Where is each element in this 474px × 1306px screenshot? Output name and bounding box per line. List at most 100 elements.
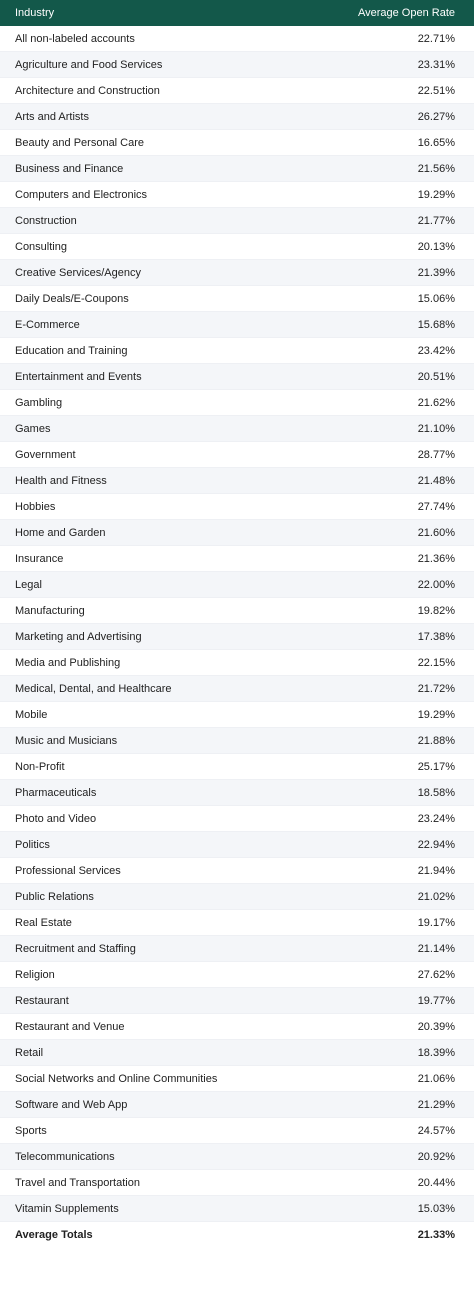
open-rate-cell: 21.77% (417, 214, 455, 227)
open-rate-cell: 23.31% (417, 58, 455, 71)
open-rate-cell: 21.29% (417, 1098, 455, 1111)
open-rate-cell: 17.38% (417, 630, 455, 643)
open-rate-cell: 15.68% (417, 318, 455, 331)
table-row: Manufacturing 19.82% (0, 598, 474, 624)
table-row: Software and Web App 21.29% (0, 1092, 474, 1118)
industry-cell: Insurance (15, 552, 64, 565)
industry-cell: Medical, Dental, and Healthcare (15, 682, 172, 695)
industry-cell: Vitamin Supplements (15, 1202, 119, 1215)
open-rate-cell: 21.39% (417, 266, 455, 279)
table-row: Telecommunications 20.92% (0, 1144, 474, 1170)
open-rate-cell: 18.39% (417, 1046, 455, 1059)
industry-cell: Agriculture and Food Services (15, 58, 163, 71)
industry-cell: Manufacturing (15, 604, 85, 617)
table-row: Hobbies 27.74% (0, 494, 474, 520)
table-row: Insurance 21.36% (0, 546, 474, 572)
totals-rate: 21.33% (417, 1229, 455, 1241)
table-row: Creative Services/Agency 21.39% (0, 260, 474, 286)
table-row: Social Networks and Online Communities 21… (0, 1066, 474, 1092)
table-row: Legal 22.00% (0, 572, 474, 598)
industry-cell: Retail (15, 1046, 44, 1059)
industry-cell: Social Networks and Online Communities (15, 1072, 218, 1085)
table-row: Travel and Transportation 20.44% (0, 1170, 474, 1196)
industry-cell: Politics (15, 838, 50, 851)
open-rate-cell: 16.65% (417, 136, 455, 149)
industry-cell: Pharmaceuticals (15, 786, 97, 799)
industry-cell: Real Estate (15, 916, 72, 929)
column-header-average-open-rate: Average Open Rate (357, 7, 455, 19)
table-body: All non-labeled accounts 22.71% Agricultur… (0, 26, 474, 1222)
industry-cell: Construction (15, 214, 77, 227)
open-rate-cell: 27.62% (417, 968, 455, 981)
table-row: All non-labeled accounts 22.71% (0, 26, 474, 52)
open-rate-cell: 23.42% (417, 344, 455, 357)
industry-cell: Government (15, 448, 76, 461)
open-rate-cell: 21.88% (417, 734, 455, 747)
industry-cell: Public Relations (15, 890, 94, 903)
open-rate-cell: 18.58% (417, 786, 455, 799)
open-rate-cell: 19.77% (417, 994, 455, 1007)
industry-cell: Marketing and Advertising (15, 630, 142, 643)
open-rate-cell: 21.62% (417, 396, 455, 409)
open-rate-cell: 20.39% (417, 1020, 455, 1033)
table-row: Mobile 19.29% (0, 702, 474, 728)
table-row: Agriculture and Food Services 23.31% (0, 52, 474, 78)
table-row: Restaurant and Venue 20.39% (0, 1014, 474, 1040)
industry-cell: Gambling (15, 396, 63, 409)
table-row: Religion 27.62% (0, 962, 474, 988)
open-rate-cell: 22.51% (417, 84, 455, 97)
industry-cell: Beauty and Personal Care (15, 136, 145, 149)
table-row: Non-Profit 25.17% (0, 754, 474, 780)
table-row: Recruitment and Staffing 21.14% (0, 936, 474, 962)
industry-cell: Daily Deals/E-Coupons (15, 292, 129, 305)
industry-cell: Architecture and Construction (15, 84, 160, 97)
industry-cell: Restaurant and Venue (15, 1020, 125, 1033)
industry-cell: Hobbies (15, 500, 56, 513)
industry-cell: Software and Web App (15, 1098, 128, 1111)
table-row: Music and Musicians 21.88% (0, 728, 474, 754)
open-rate-cell: 27.74% (417, 500, 455, 513)
open-rate-cell: 21.02% (417, 890, 455, 903)
open-rate-cell: 20.44% (417, 1176, 455, 1189)
table-row: E-Commerce 15.68% (0, 312, 474, 338)
totals-label: Average Totals (15, 1229, 93, 1241)
open-rate-cell: 28.77% (417, 448, 455, 461)
industry-cell: E-Commerce (15, 318, 80, 331)
table-row: Gambling 21.62% (0, 390, 474, 416)
industry-cell: Sports (15, 1124, 47, 1137)
open-rate-cell: 20.51% (417, 370, 455, 383)
table-row: Beauty and Personal Care 16.65% (0, 130, 474, 156)
industry-cell: Entertainment and Events (15, 370, 142, 383)
table-row: Retail 18.39% (0, 1040, 474, 1066)
table-row: Government 28.77% (0, 442, 474, 468)
open-rate-cell: 19.17% (417, 916, 455, 929)
table-row: Architecture and Construction 22.51% (0, 78, 474, 104)
open-rate-cell: 22.15% (417, 656, 455, 669)
table-header: Industry Average Open Rate (0, 0, 474, 26)
table-row: Public Relations 21.02% (0, 884, 474, 910)
industry-cell: Health and Fitness (15, 474, 107, 487)
table-row: Restaurant 19.77% (0, 988, 474, 1014)
open-rate-cell: 21.10% (417, 422, 455, 435)
table-row: Pharmaceuticals 18.58% (0, 780, 474, 806)
table-row: Arts and Artists 26.27% (0, 104, 474, 130)
open-rate-cell: 23.24% (417, 812, 455, 825)
open-rate-cell: 19.29% (417, 188, 455, 201)
table-row: Sports 24.57% (0, 1118, 474, 1144)
table-row: Professional Services 21.94% (0, 858, 474, 884)
industry-cell: Non-Profit (15, 760, 65, 773)
industry-cell: Recruitment and Staffing (15, 942, 136, 955)
open-rate-cell: 20.92% (417, 1150, 455, 1163)
open-rate-cell: 25.17% (417, 760, 455, 773)
open-rate-cell: 22.94% (417, 838, 455, 851)
open-rate-cell: 21.94% (417, 864, 455, 877)
table-row: Games 21.10% (0, 416, 474, 442)
table-row: Construction 21.77% (0, 208, 474, 234)
open-rate-cell: 22.71% (417, 32, 455, 45)
open-rate-table: Industry Average Open Rate All non-label… (0, 0, 474, 1241)
table-row: Vitamin Supplements 15.03% (0, 1196, 474, 1222)
industry-cell: Media and Publishing (15, 656, 121, 669)
industry-cell: Mobile (15, 708, 48, 721)
industry-cell: Education and Training (15, 344, 128, 357)
column-header-industry: Industry (15, 7, 55, 19)
